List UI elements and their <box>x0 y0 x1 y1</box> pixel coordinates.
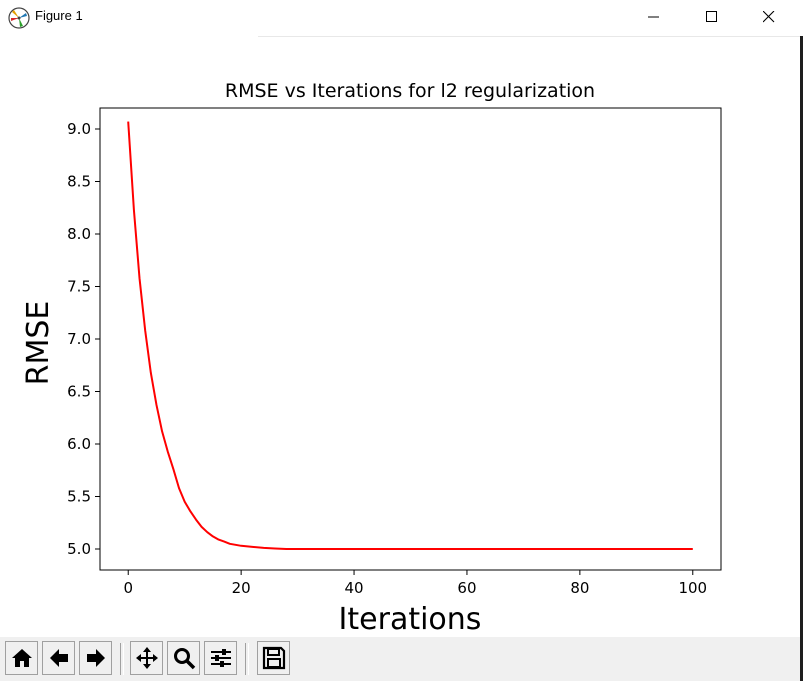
arrow-right-icon <box>87 649 105 667</box>
save-button[interactable] <box>257 641 290 675</box>
move-icon <box>136 647 158 669</box>
y-axis-label: RMSE <box>21 301 56 386</box>
close-icon <box>763 11 775 23</box>
x-tick-label: 0 <box>123 579 133 597</box>
x-tick-label: 100 <box>678 579 707 597</box>
home-icon <box>12 649 32 667</box>
chart-title: RMSE vs Iterations for l2 regularization <box>225 80 595 102</box>
y-tick-label: 7.0 <box>67 330 91 348</box>
y-tick-label: 7.5 <box>67 278 91 296</box>
y-tick-label: 8.0 <box>67 225 91 243</box>
figure-canvas[interactable]: RMSE vs Iterations for l2 regularization… <box>0 37 800 637</box>
pan-button[interactable] <box>130 641 163 675</box>
x-tick-label: 40 <box>344 579 363 597</box>
configure-subplots-button[interactable] <box>204 641 237 675</box>
y-tick-label: 8.5 <box>67 173 91 191</box>
maximize-button[interactable] <box>689 0 735 34</box>
window-titlebar: Figure 1 <box>0 0 803 34</box>
y-tick-label: 5.5 <box>67 488 91 506</box>
plot-area: 0 20 40 60 80 100 5.0 5.5 6.0 6.5 7.0 7.5 8.0 8.5 9.0 <box>67 107 722 597</box>
x-tick-label: 80 <box>570 579 589 597</box>
matplotlib-logo-icon <box>8 7 30 29</box>
arrow-left-icon <box>50 649 68 667</box>
rmse-line-chart: RMSE vs Iterations for l2 regularization… <box>21 80 722 637</box>
close-button[interactable] <box>746 0 792 34</box>
back-button[interactable] <box>42 641 75 675</box>
sliders-icon <box>211 649 231 667</box>
y-tick-label: 9.0 <box>67 120 91 138</box>
background-window-edge <box>800 36 803 681</box>
window-title: Figure 1 <box>35 8 83 23</box>
minimize-icon <box>648 16 659 18</box>
y-tick-label: 6.0 <box>67 435 91 453</box>
maximize-icon <box>706 11 717 22</box>
y-tick-label: 6.5 <box>67 383 91 401</box>
magnifier-icon <box>174 648 196 670</box>
zoom-button[interactable] <box>167 641 200 675</box>
minimize-button[interactable] <box>631 0 677 34</box>
y-tick-label: 5.0 <box>67 540 91 558</box>
toolbar-separator <box>245 643 249 675</box>
titlebar-divider <box>258 36 803 37</box>
x-axis-label: Iterations <box>339 602 482 637</box>
x-tick-label: 60 <box>457 579 476 597</box>
axes-frame <box>99 107 722 571</box>
toolbar-separator <box>120 643 124 675</box>
navigation-toolbar <box>0 637 800 681</box>
forward-button[interactable] <box>79 641 112 675</box>
x-tick-label: 20 <box>232 579 251 597</box>
floppy-disk-icon <box>262 646 286 670</box>
series-line-0 <box>127 121 693 550</box>
home-button[interactable] <box>5 641 38 675</box>
